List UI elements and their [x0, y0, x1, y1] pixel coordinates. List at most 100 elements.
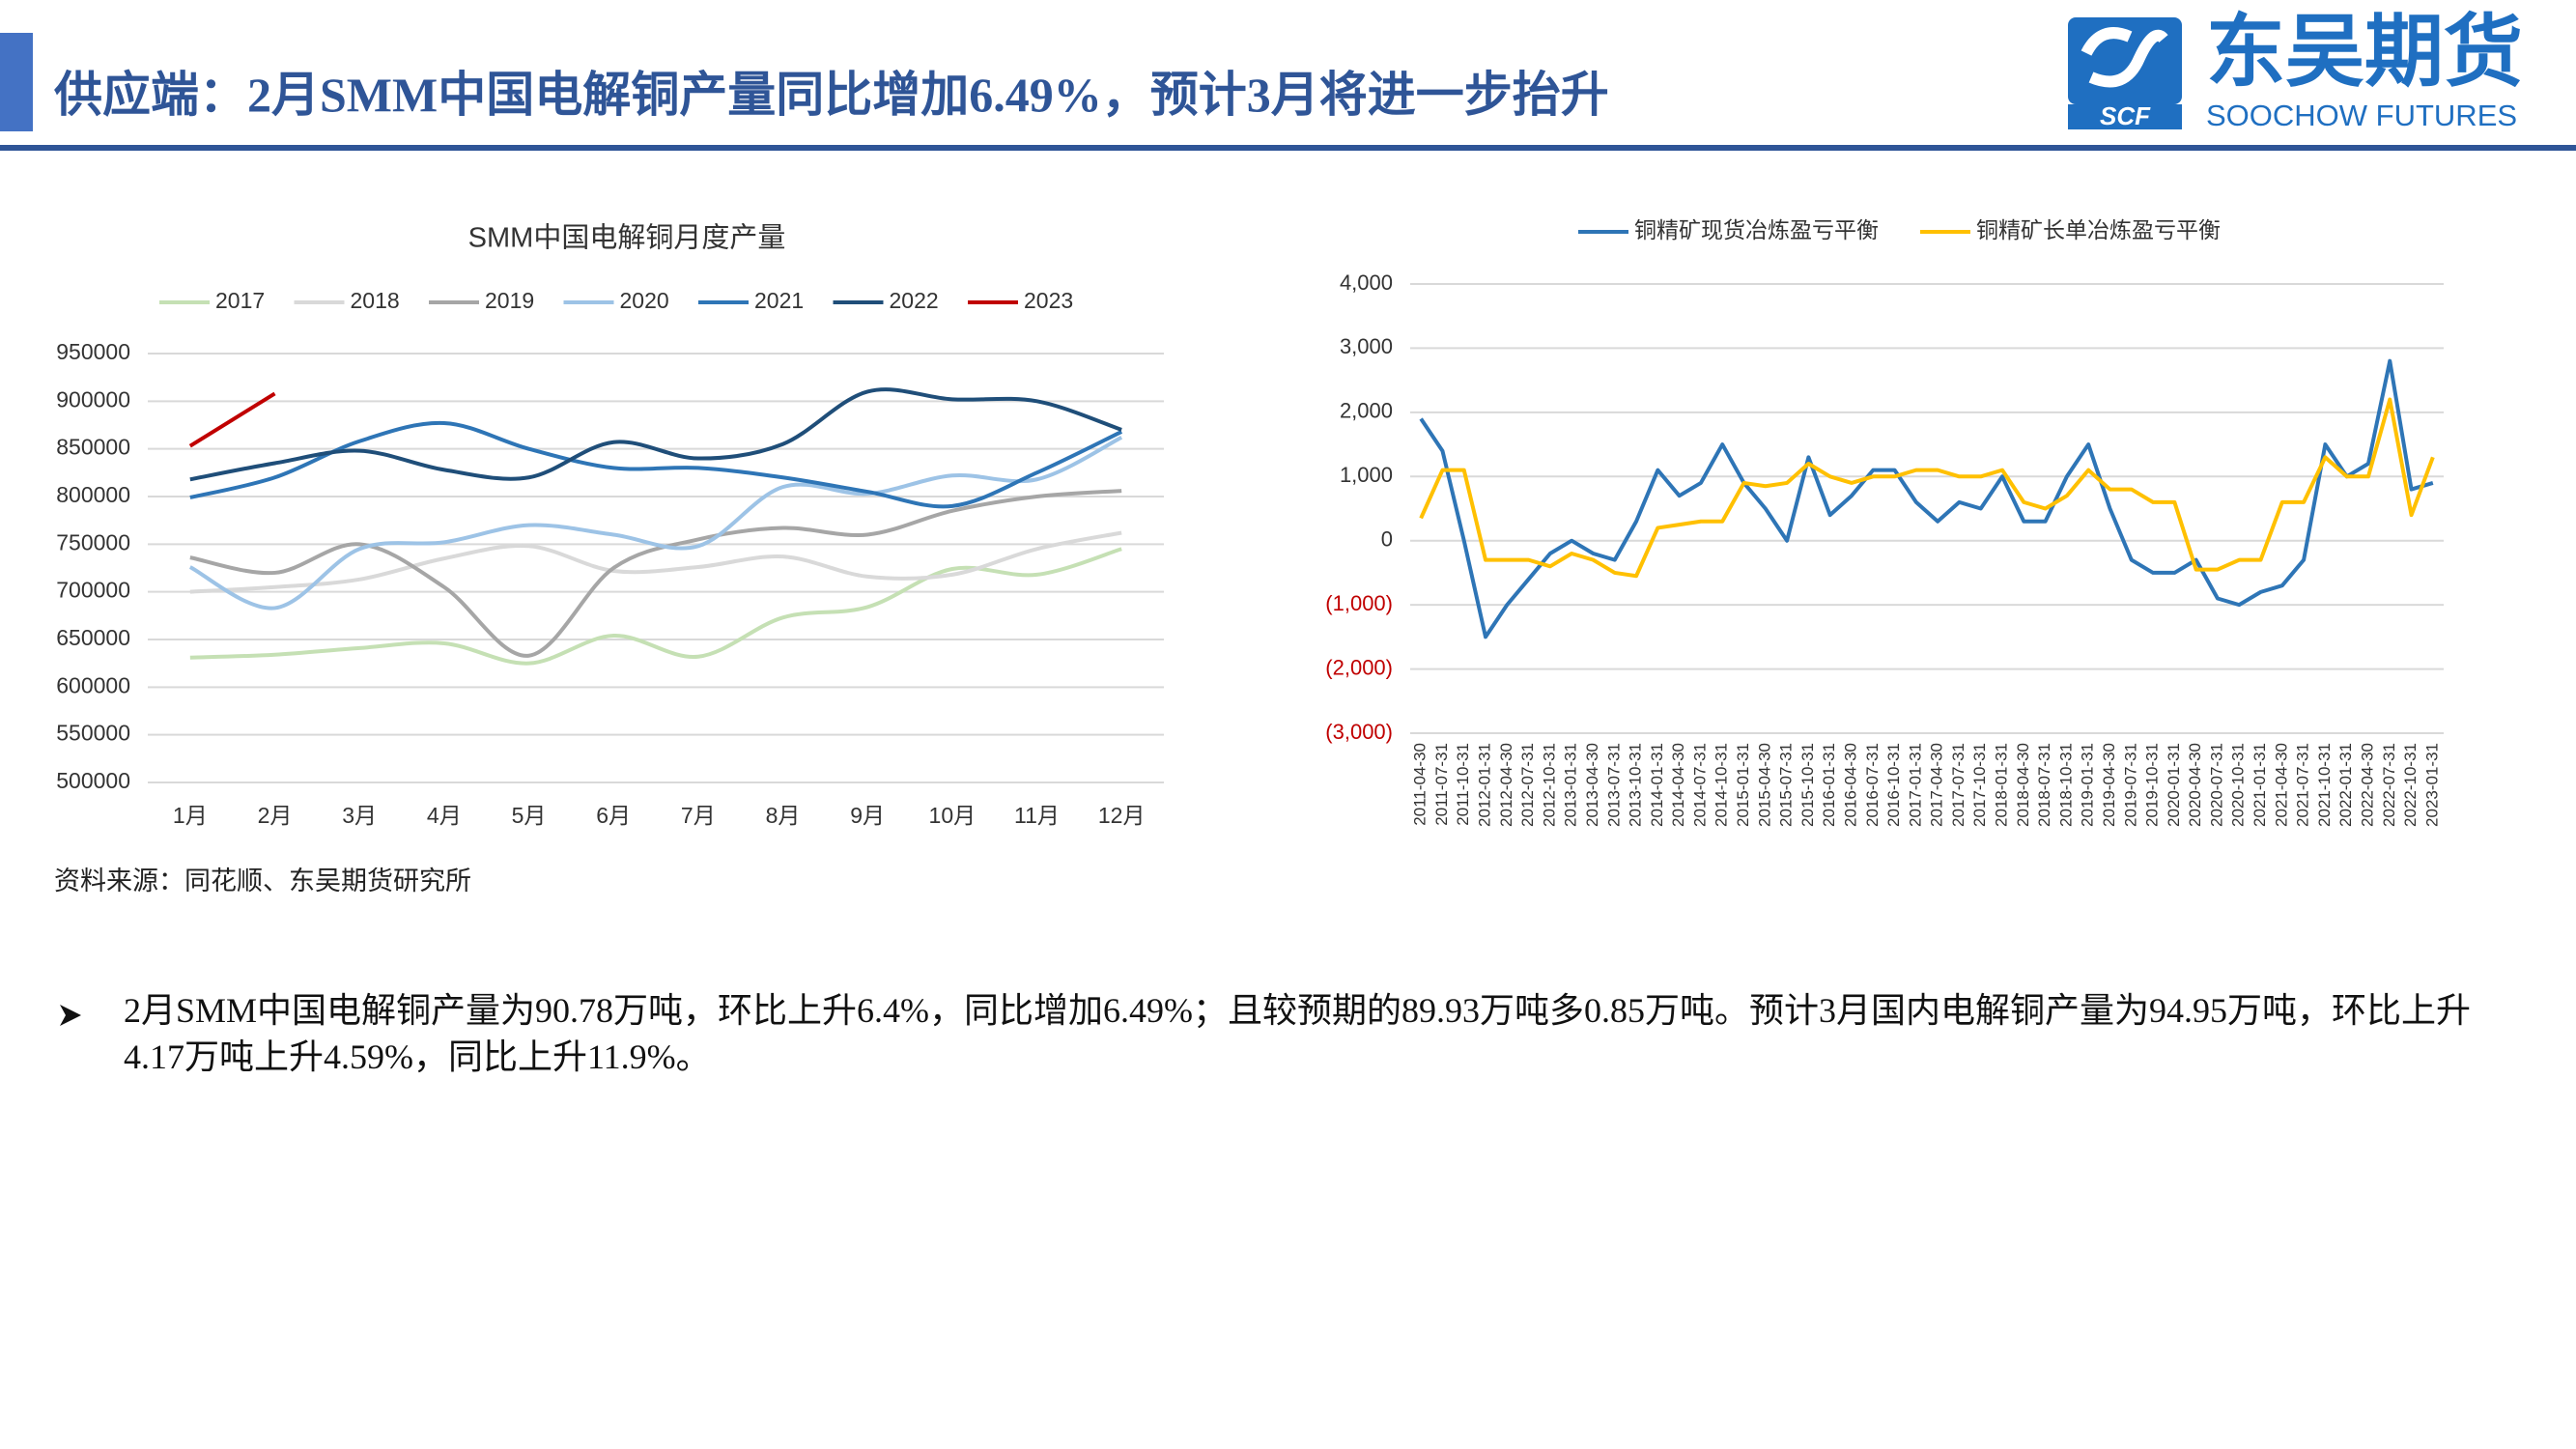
x-tick-label: 2021-04-30	[2272, 743, 2290, 827]
bullet-arrow	[60, 1005, 81, 1026]
x-tick-label: 2021-01-31	[2250, 743, 2269, 827]
x-tick-label: 2017-10-31	[1970, 743, 1989, 827]
x-tick-label: 2020-10-31	[2229, 743, 2248, 827]
x-tick-label: 2012-07-31	[1518, 743, 1537, 827]
x-tick-label: 5月	[512, 803, 547, 828]
x-tick-label: 2013-07-31	[1604, 743, 1623, 827]
legend-label: 2022	[890, 288, 939, 313]
x-tick-label: 2021-07-31	[2294, 743, 2312, 827]
x-tick-label: 2016-04-30	[1841, 743, 1859, 827]
x-tick-label: 4月	[427, 803, 462, 828]
series-line	[188, 391, 276, 448]
x-tick-label: 2016-07-31	[1863, 743, 1882, 827]
x-tick-label: 10月	[929, 803, 977, 828]
y-tick-label: (3,000)	[1325, 720, 1393, 744]
x-tick-label: 2023-01-31	[2422, 743, 2441, 827]
series-line	[1419, 358, 2434, 639]
series-line	[188, 436, 1123, 611]
y-tick-label: 650000	[56, 625, 130, 650]
x-tick-label: 2014-07-31	[1690, 743, 1709, 827]
x-tick-label: 2015-01-31	[1734, 743, 1752, 827]
y-tick-label: 600000	[56, 672, 130, 697]
bullet-text: 2月SMM中国电解铜产量为90.78万吨，环比上升6.4%，同比增加6.49%；…	[124, 991, 2472, 1076]
logo: SCF 东吴期货 SOOCHOW FUTURES	[2068, 9, 2523, 132]
x-tick-label: 2018-04-30	[2014, 743, 2032, 827]
series-line	[189, 547, 1122, 666]
header-rule	[0, 145, 2576, 151]
x-tick-label: 2018-10-31	[2056, 743, 2075, 827]
x-tick-label: 2018-07-31	[2035, 743, 2053, 827]
y-tick-label: 2,000	[1340, 399, 1393, 423]
x-tick-label: 2022-01-31	[2336, 743, 2355, 827]
y-tick-label: 950000	[56, 339, 130, 364]
slide-title: 供应端：2月SMM中国电解铜产量同比增加6.49%，预计3月将进一步抬升	[54, 68, 1609, 122]
series-line	[189, 387, 1122, 482]
x-tick-label: 2015-10-31	[1798, 743, 1817, 827]
series-line	[189, 530, 1122, 594]
legend-label: 2019	[485, 288, 534, 313]
title-accent	[0, 33, 33, 131]
x-tick-label: 2014-01-31	[1648, 743, 1666, 827]
x-tick-label: 2016-10-31	[1884, 743, 1903, 827]
x-tick-label: 2022-07-31	[2380, 743, 2398, 827]
x-tick-label: 9月	[850, 803, 885, 828]
source-note: 资料来源：同花顺、东吴期货研究所	[54, 867, 471, 895]
logo-band	[2068, 104, 2182, 129]
x-tick-label: 2012-04-30	[1497, 743, 1515, 827]
logo-mark	[2081, 27, 2168, 88]
x-tick-label: 2020-01-31	[2165, 743, 2183, 827]
x-tick-label: 2012-10-31	[1540, 743, 1558, 827]
legend-label: 2018	[351, 288, 400, 313]
legend-label: 2021	[754, 288, 804, 313]
x-tick-label: 2011-07-31	[1432, 743, 1451, 826]
logo-name: 东吴期货	[2206, 9, 2523, 97]
x-tick-label: 2012-01-31	[1476, 743, 1494, 827]
x-tick-label: 2017-01-31	[1906, 743, 1924, 827]
x-tick-label: 2017-04-30	[1928, 743, 1946, 827]
x-tick-label: 3月	[342, 803, 377, 828]
y-tick-label: 4,000	[1340, 270, 1393, 295]
x-tick-label: 2013-01-31	[1562, 743, 1580, 827]
x-tick-label: 2020-07-31	[2207, 743, 2225, 827]
y-tick-label: 3,000	[1340, 334, 1393, 358]
x-tick-label: 7月	[681, 803, 716, 828]
y-tick-label: 700000	[56, 578, 130, 603]
y-tick-label: 900000	[56, 386, 130, 412]
x-tick-label: 2019-04-30	[2100, 743, 2118, 827]
x-tick-label: 2016-01-31	[1820, 743, 1838, 827]
series-line	[1419, 397, 2435, 579]
x-tick-label: 2019-01-31	[2079, 743, 2097, 827]
x-tick-label: 2020-04-30	[2186, 743, 2204, 827]
x-tick-label: 6月	[596, 803, 631, 828]
x-tick-label: 2月	[258, 803, 293, 828]
series-line	[189, 420, 1123, 509]
legend-label: 2017	[215, 288, 265, 313]
y-tick-label: 850000	[56, 435, 130, 460]
legend-label: 2023	[1024, 288, 1073, 313]
legend-label: 2020	[620, 288, 669, 313]
x-tick-label: 1月	[173, 803, 208, 828]
x-tick-label: 2022-10-31	[2401, 743, 2420, 827]
legend-label: 铜精矿现货冶炼盈亏平衡	[1634, 217, 1879, 242]
y-tick-label: (2,000)	[1325, 655, 1393, 679]
x-tick-label: 2015-07-31	[1777, 743, 1796, 827]
x-tick-label: 2021-10-31	[2315, 743, 2334, 827]
y-tick-label: (1,000)	[1325, 591, 1393, 615]
x-tick-label: 11月	[1014, 803, 1060, 828]
logo-english: SOOCHOW FUTURES	[2206, 99, 2517, 132]
y-tick-label: 500000	[56, 768, 130, 793]
x-tick-label: 2017-07-31	[1949, 743, 1967, 827]
y-tick-label: 1,000	[1340, 463, 1393, 487]
y-tick-label: 0	[1381, 527, 1393, 552]
x-tick-label: 8月	[766, 803, 801, 828]
x-tick-label: 2013-10-31	[1627, 743, 1645, 827]
x-tick-label: 12月	[1098, 803, 1146, 828]
x-tick-label: 2011-04-30	[1411, 743, 1430, 826]
x-tick-label: 2011-10-31	[1454, 743, 1472, 826]
x-tick-label: 2015-04-30	[1755, 743, 1773, 827]
x-tick-label: 2022-04-30	[2358, 743, 2376, 827]
x-tick-label: 2019-07-31	[2121, 743, 2139, 827]
logo-abbr: SCF	[2100, 101, 2151, 130]
y-tick-label: 800000	[56, 482, 130, 507]
